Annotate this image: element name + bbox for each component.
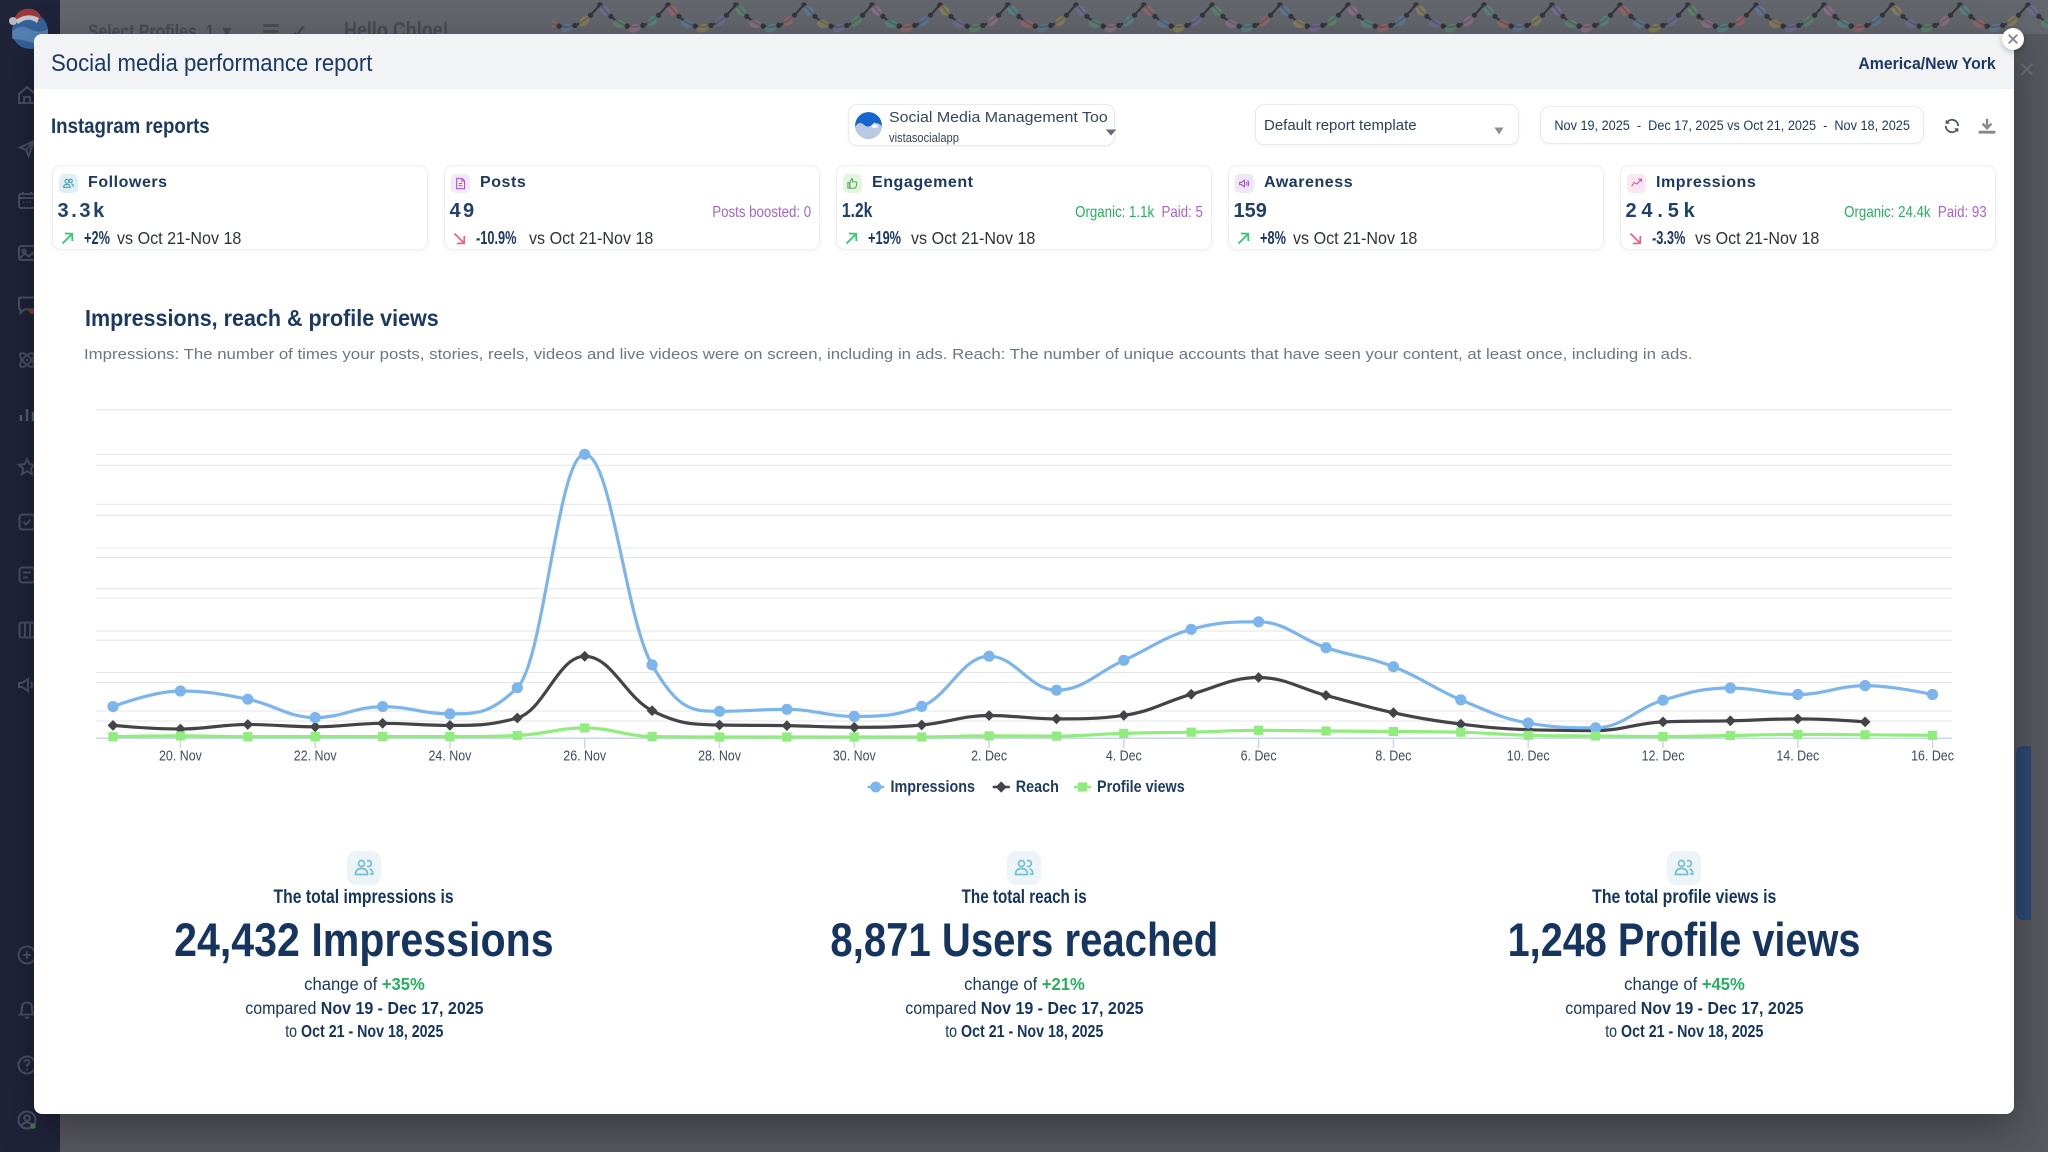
svg-text:Impressions: Impressions	[891, 778, 976, 796]
svg-text:4. Dec: 4. Dec	[1106, 747, 1142, 763]
svg-text:28. Nov: 28. Nov	[698, 747, 741, 763]
svg-text:14. Dec: 14. Dec	[1776, 747, 1819, 763]
svg-text:Profile views: Profile views	[1097, 778, 1185, 796]
svg-text:2. Dec: 2. Dec	[971, 747, 1007, 763]
svg-text:6. Dec: 6. Dec	[1241, 747, 1277, 763]
svg-text:16. Dec: 16. Dec	[1911, 747, 1954, 763]
svg-text:26. Nov: 26. Nov	[563, 747, 606, 763]
svg-text:22. Nov: 22. Nov	[294, 747, 337, 763]
svg-text:30. Nov: 30. Nov	[833, 747, 876, 763]
svg-text:24. Nov: 24. Nov	[428, 747, 471, 763]
svg-text:8. Dec: 8. Dec	[1375, 747, 1411, 763]
svg-text:12. Dec: 12. Dec	[1642, 747, 1685, 763]
svg-text:10. Dec: 10. Dec	[1507, 747, 1550, 763]
svg-text:20. Nov: 20. Nov	[159, 747, 202, 763]
svg-text:Reach: Reach	[1016, 778, 1059, 796]
